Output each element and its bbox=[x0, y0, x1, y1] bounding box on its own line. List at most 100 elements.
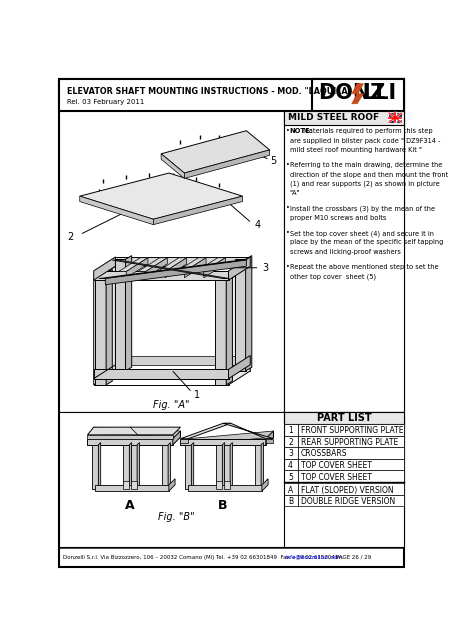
Polygon shape bbox=[115, 266, 250, 371]
Polygon shape bbox=[230, 442, 232, 489]
Text: 3: 3 bbox=[261, 263, 267, 273]
Text: 2: 2 bbox=[67, 232, 74, 242]
Bar bbox=[283, 436, 297, 447]
Polygon shape bbox=[93, 266, 115, 385]
Polygon shape bbox=[93, 271, 228, 280]
Bar bbox=[283, 111, 404, 125]
Polygon shape bbox=[126, 258, 147, 278]
Text: Install the crossbars (3) by the mean of the: Install the crossbars (3) by the mean of… bbox=[289, 205, 434, 212]
Polygon shape bbox=[161, 131, 269, 173]
Text: REAR SUPPORTING PLATE: REAR SUPPORTING PLATE bbox=[300, 438, 397, 447]
Polygon shape bbox=[215, 273, 226, 385]
Text: LLI: LLI bbox=[362, 83, 396, 103]
Polygon shape bbox=[87, 427, 180, 435]
Polygon shape bbox=[216, 481, 222, 489]
Text: A: A bbox=[287, 486, 293, 495]
Polygon shape bbox=[265, 431, 273, 445]
Text: PAGE 26 / 29: PAGE 26 / 29 bbox=[329, 555, 371, 560]
Polygon shape bbox=[125, 255, 131, 371]
Polygon shape bbox=[176, 258, 206, 271]
Text: 4: 4 bbox=[253, 220, 260, 230]
Text: Rel. 03 February 2011: Rel. 03 February 2011 bbox=[67, 99, 144, 105]
Polygon shape bbox=[93, 369, 228, 379]
Polygon shape bbox=[93, 257, 115, 280]
Text: are supplied in blister pack code " DZ9F314 -: are supplied in blister pack code " DZ9F… bbox=[289, 138, 439, 143]
Text: Donzelli S.r.l. Via Bizzozzero, 106 – 20032 Comano (Mi) Tel. +39 02 66301849  Fa: Donzelli S.r.l. Via Bizzozzero, 106 – 20… bbox=[63, 555, 343, 560]
Polygon shape bbox=[79, 196, 153, 225]
Polygon shape bbox=[129, 442, 131, 489]
Polygon shape bbox=[234, 259, 245, 371]
Polygon shape bbox=[87, 435, 172, 438]
Polygon shape bbox=[185, 445, 191, 489]
Polygon shape bbox=[168, 442, 170, 489]
Text: (1) and rear supports (2) as shown in picture: (1) and rear supports (2) as shown in pi… bbox=[289, 180, 438, 188]
Bar bbox=[297, 424, 404, 436]
Polygon shape bbox=[115, 356, 250, 365]
Bar bbox=[283, 412, 404, 424]
Polygon shape bbox=[145, 258, 167, 278]
Polygon shape bbox=[112, 260, 229, 278]
Polygon shape bbox=[188, 485, 261, 491]
Polygon shape bbox=[115, 259, 125, 371]
Text: •: • bbox=[285, 264, 289, 270]
Polygon shape bbox=[118, 258, 147, 271]
Polygon shape bbox=[265, 438, 273, 442]
Polygon shape bbox=[184, 150, 269, 179]
Text: DOUBLE RIDGE VERSION: DOUBLE RIDGE VERSION bbox=[300, 497, 394, 506]
Polygon shape bbox=[93, 427, 180, 437]
Text: DONZ: DONZ bbox=[318, 83, 385, 103]
Text: 3: 3 bbox=[287, 449, 292, 458]
Polygon shape bbox=[196, 258, 225, 271]
Text: direction of the slope and then mount the front: direction of the slope and then mount th… bbox=[289, 172, 447, 177]
Polygon shape bbox=[184, 258, 206, 278]
Text: other top cover  sheet (5): other top cover sheet (5) bbox=[289, 273, 375, 280]
Polygon shape bbox=[161, 154, 184, 179]
Text: •: • bbox=[285, 205, 289, 211]
Bar bbox=[297, 447, 404, 459]
Text: •: • bbox=[285, 129, 289, 134]
Polygon shape bbox=[228, 257, 250, 280]
Polygon shape bbox=[153, 196, 242, 225]
Text: 1: 1 bbox=[194, 390, 200, 400]
Text: Materials required to perform this step: Materials required to perform this step bbox=[301, 129, 432, 134]
Polygon shape bbox=[351, 84, 363, 104]
Text: 2: 2 bbox=[288, 438, 292, 447]
Polygon shape bbox=[188, 431, 273, 445]
Text: NOTE:: NOTE: bbox=[289, 129, 313, 134]
Polygon shape bbox=[222, 442, 224, 489]
Polygon shape bbox=[98, 442, 101, 489]
Polygon shape bbox=[191, 442, 193, 489]
Bar bbox=[297, 459, 404, 470]
Polygon shape bbox=[165, 258, 186, 278]
Polygon shape bbox=[223, 423, 273, 438]
Bar bbox=[297, 436, 404, 447]
Bar bbox=[283, 470, 297, 482]
Bar bbox=[388, 113, 400, 122]
Text: 5: 5 bbox=[287, 472, 292, 481]
Polygon shape bbox=[223, 481, 230, 489]
Polygon shape bbox=[216, 445, 222, 489]
Polygon shape bbox=[93, 280, 228, 385]
Text: B: B bbox=[287, 497, 292, 506]
Text: A: A bbox=[125, 499, 135, 512]
Text: MILD STEEL ROOF: MILD STEEL ROOF bbox=[288, 113, 378, 122]
Text: •: • bbox=[285, 163, 289, 168]
Polygon shape bbox=[261, 479, 267, 491]
Text: TOP COVER SHEET: TOP COVER SHEET bbox=[300, 461, 371, 470]
Polygon shape bbox=[172, 431, 180, 445]
Polygon shape bbox=[228, 356, 250, 379]
Polygon shape bbox=[245, 255, 251, 371]
Text: 5: 5 bbox=[270, 157, 276, 166]
Text: Fig. "A": Fig. "A" bbox=[152, 400, 189, 410]
Text: "A": "A" bbox=[289, 190, 299, 196]
Polygon shape bbox=[93, 365, 115, 379]
Text: Referring to the main drawing, determine the: Referring to the main drawing, determine… bbox=[289, 163, 441, 168]
Polygon shape bbox=[226, 269, 232, 385]
Polygon shape bbox=[180, 438, 265, 445]
Text: place by the mean of the specific self tapping: place by the mean of the specific self t… bbox=[289, 239, 442, 245]
Polygon shape bbox=[223, 445, 230, 489]
Polygon shape bbox=[106, 269, 112, 385]
Polygon shape bbox=[95, 485, 169, 491]
Bar bbox=[59, 111, 283, 412]
Text: TOP COVER SHEET: TOP COVER SHEET bbox=[300, 472, 371, 481]
